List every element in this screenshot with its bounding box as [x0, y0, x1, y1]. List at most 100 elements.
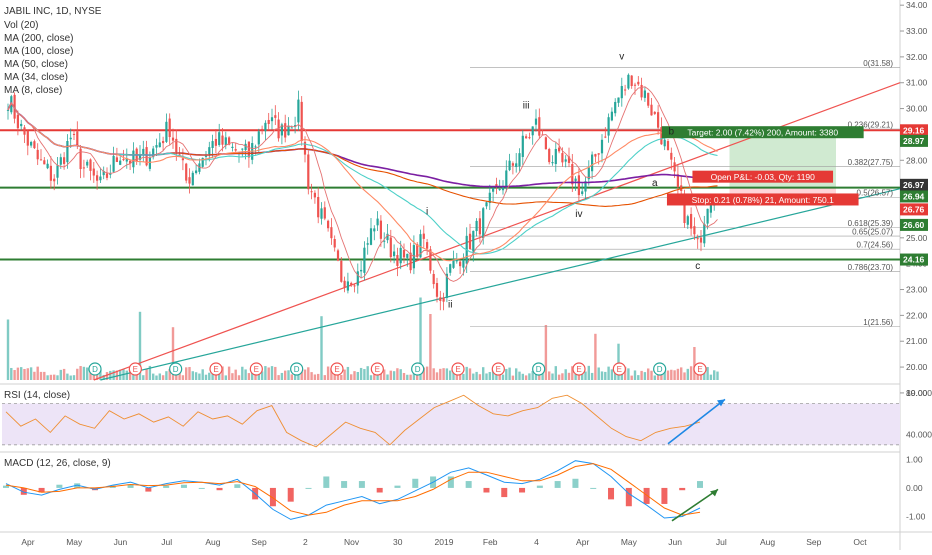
- candle: [435, 283, 439, 297]
- candle: [353, 285, 356, 287]
- dividend-marker-icon[interactable]: [290, 362, 304, 376]
- volume-bar: [567, 372, 571, 380]
- candle: [604, 136, 607, 138]
- candle: [16, 114, 19, 129]
- volume-bar: [303, 369, 307, 380]
- earnings-marker-icon[interactable]: [249, 362, 263, 376]
- volume-bar: [168, 368, 171, 380]
- macd-histogram-bar: [590, 487, 597, 489]
- volume-bar: [604, 371, 607, 380]
- wave-label-iv: iv: [575, 209, 582, 220]
- earnings-marker-icon[interactable]: [491, 362, 505, 376]
- candle: [432, 273, 435, 285]
- candle: [142, 148, 145, 155]
- earnings-marker-icon[interactable]: [572, 362, 586, 376]
- candle: [538, 117, 541, 136]
- candle: [402, 250, 406, 258]
- volume-bar: [465, 366, 468, 380]
- trend-line-teal[interactable]: [100, 188, 901, 381]
- volume-bar: [317, 373, 320, 380]
- volume-bar: [247, 373, 251, 380]
- candle: [96, 175, 99, 181]
- candle: [515, 163, 518, 168]
- volume-bar: [706, 367, 709, 380]
- earnings-marker-icon[interactable]: [693, 362, 707, 376]
- earnings-marker-icon[interactable]: [451, 362, 465, 376]
- macd-histogram-bar: [145, 487, 152, 492]
- marker-letter: E: [697, 365, 702, 374]
- candle: [122, 159, 125, 161]
- volume-bar: [491, 366, 495, 380]
- volume-bar: [346, 366, 350, 380]
- candle: [99, 176, 102, 181]
- position-stop-zone[interactable]: [729, 187, 837, 197]
- candle: [475, 220, 478, 232]
- macd-histogram-bar: [536, 485, 543, 488]
- volume-bar: [637, 375, 640, 380]
- wave-label-c: c: [695, 261, 700, 272]
- dividend-marker-icon[interactable]: [169, 362, 183, 376]
- candle: [399, 247, 402, 264]
- rsi-trend-arrow[interactable]: [667, 398, 726, 445]
- candle: [561, 153, 564, 163]
- volume-bar: [544, 325, 548, 380]
- volume-bar: [46, 375, 49, 380]
- volume-bar: [194, 372, 198, 380]
- volume-bar: [76, 368, 79, 380]
- volume-bar: [128, 368, 132, 380]
- volume-bar: [475, 371, 478, 380]
- candle: [59, 157, 62, 165]
- earnings-marker-icon[interactable]: [209, 362, 223, 376]
- macd-histogram-bar: [679, 487, 686, 491]
- candle: [670, 152, 673, 160]
- volume-bar: [571, 366, 574, 380]
- macd-histogram-bar: [305, 487, 312, 489]
- candle: [39, 159, 43, 161]
- volume-bar: [287, 370, 290, 380]
- earnings-marker-icon[interactable]: [128, 362, 142, 376]
- price-axis-label: 34.00: [906, 0, 928, 10]
- ma50-line: [7, 101, 718, 255]
- candle: [505, 170, 508, 188]
- volume-bar: [548, 371, 551, 380]
- macd-histogram-bar: [38, 487, 45, 493]
- earnings-marker-icon[interactable]: [612, 362, 626, 376]
- volume-bar: [686, 368, 689, 380]
- macd-histogram-bar: [269, 487, 276, 507]
- earnings-marker-icon[interactable]: [330, 362, 344, 376]
- candle: [105, 173, 109, 178]
- macd-histogram-bar: [661, 487, 668, 504]
- macd-trend-arrow[interactable]: [671, 488, 719, 522]
- dividend-marker-icon[interactable]: [411, 362, 425, 376]
- candle: [693, 226, 696, 235]
- candle: [36, 149, 39, 160]
- volume-bar: [429, 314, 432, 380]
- candle: [449, 264, 452, 273]
- volume-bar: [396, 368, 399, 380]
- candle: [234, 149, 237, 151]
- position-target-label: Target: 2.00 (7.42%) 200, Amount: 3380: [687, 128, 838, 138]
- dividend-marker-icon[interactable]: [532, 362, 546, 376]
- candle: [439, 297, 442, 301]
- candle: [485, 202, 488, 207]
- time-axis-label: 2: [303, 537, 308, 547]
- candle: [165, 121, 168, 142]
- candle: [119, 160, 122, 165]
- price-axis-label: 21.00: [906, 336, 928, 346]
- earnings-marker-icon[interactable]: [370, 362, 384, 376]
- candle: [280, 124, 283, 136]
- candle: [89, 159, 92, 171]
- candle: [46, 163, 49, 169]
- volume-bar: [508, 367, 511, 380]
- wave-label-a: a: [652, 178, 658, 189]
- dividend-marker-icon[interactable]: [88, 362, 102, 376]
- time-axis-label: Oct: [853, 537, 867, 547]
- volume-bar: [214, 374, 218, 380]
- candle: [564, 159, 567, 162]
- volume-bar: [26, 368, 29, 380]
- volume-bar: [290, 374, 293, 380]
- dividend-marker-icon[interactable]: [653, 362, 667, 376]
- price-tag: 26.94: [903, 191, 925, 201]
